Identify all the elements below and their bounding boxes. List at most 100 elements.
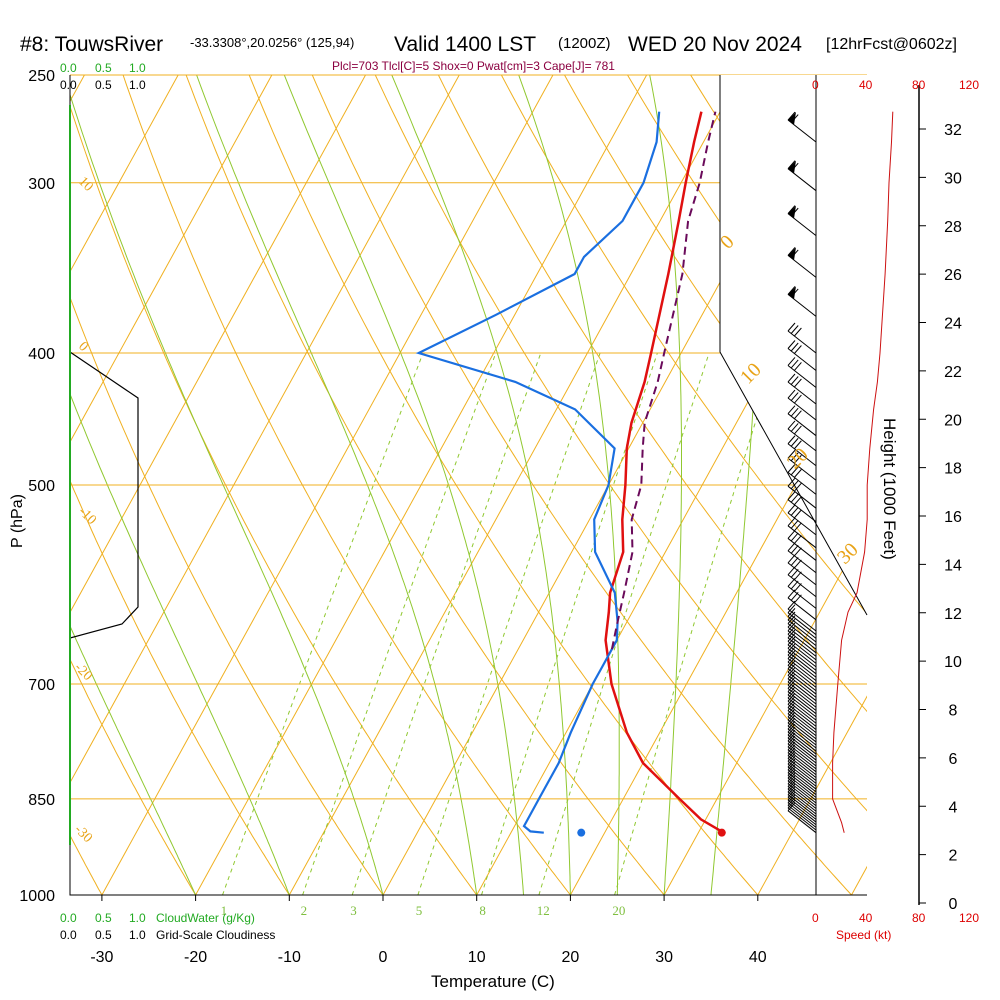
x-axis-title: Temperature (C) bbox=[431, 972, 555, 991]
wind-barb-staff bbox=[787, 671, 817, 695]
isotherm-line bbox=[101, 75, 554, 895]
mixing-ratio-label: 12 bbox=[537, 903, 550, 918]
wind-barb-feather bbox=[790, 466, 799, 476]
wind-barb-staff bbox=[787, 612, 817, 636]
wind-barb-staff bbox=[787, 640, 817, 664]
wind-barb-staff bbox=[787, 428, 817, 452]
wind-barb-staff bbox=[787, 485, 817, 509]
wind-barb-feather bbox=[787, 357, 796, 366]
wind-barb-feather bbox=[790, 544, 799, 554]
wind-barb-staff bbox=[787, 697, 817, 721]
wind-barb-feather bbox=[787, 477, 796, 487]
height-tick-label: 28 bbox=[944, 219, 962, 236]
pressure-tick-label: 1000 bbox=[19, 888, 55, 905]
wind-barb-staff bbox=[787, 626, 817, 650]
wind-barb-feather bbox=[787, 729, 796, 739]
wind-barb-feather bbox=[790, 359, 799, 369]
isotherm-line bbox=[663, 525, 867, 895]
cloud-scale-bottom-1: 0.5 bbox=[95, 911, 112, 925]
speed-tick-top: 40 bbox=[859, 78, 873, 92]
isotherm-line bbox=[476, 184, 867, 895]
wind-panel bbox=[815, 75, 920, 905]
wind-barb-staff bbox=[787, 763, 817, 787]
wind-barb-staff bbox=[787, 731, 817, 755]
height-tick-label: 0 bbox=[949, 896, 958, 913]
zulu-time: (1200Z) bbox=[558, 35, 611, 52]
wind-barb-feather bbox=[794, 362, 802, 371]
pressure-tick-label: 400 bbox=[28, 346, 55, 363]
wind-barb-feather bbox=[790, 480, 799, 490]
wind-barb-feather bbox=[794, 469, 802, 478]
height-axis-title: Height (1000 Feet) bbox=[880, 418, 899, 560]
wind-barb bbox=[787, 726, 817, 758]
isotherm-label: -10 bbox=[75, 504, 99, 528]
isotherm-line bbox=[70, 75, 367, 614]
valid-time: Valid 1400 LST bbox=[394, 33, 536, 56]
wind-barb-feather bbox=[794, 345, 802, 354]
wind-barb-feather bbox=[790, 342, 799, 352]
surface-dewpoint-dot bbox=[577, 828, 586, 837]
wind-barb-staff bbox=[787, 752, 817, 776]
station-coords: -33.3308°,20.0256° (125,94) bbox=[190, 35, 354, 50]
wind-barb bbox=[787, 405, 817, 437]
wind-barb-feather bbox=[794, 327, 802, 337]
dry-adiabat-line bbox=[70, 104, 478, 895]
stability-indices: Plcl=703 Tlcl[C]=5 Shox=0 Pwat[cm]=3 Cap… bbox=[332, 59, 615, 73]
wind-barb-staff bbox=[787, 799, 817, 823]
wind-barb-feather bbox=[794, 394, 802, 404]
wind-barb-feather bbox=[787, 717, 796, 727]
wind-barb-feather bbox=[794, 496, 802, 506]
wind-barb-feather bbox=[787, 720, 796, 730]
wind-barb-feather bbox=[787, 604, 796, 614]
height-tick-label: 30 bbox=[944, 170, 962, 187]
wind-barb-feather bbox=[790, 437, 799, 447]
wind-barb-staff bbox=[787, 722, 817, 746]
wind-barb-staff bbox=[787, 562, 817, 586]
wind-barb-feather bbox=[790, 452, 799, 462]
wind-barb-feather bbox=[787, 373, 796, 383]
dry-adiabat-line bbox=[564, 75, 867, 519]
cloudiness-scale-top-0: 0.0 bbox=[60, 78, 77, 92]
wind-barb-feather bbox=[790, 493, 799, 503]
wind-barb-staff bbox=[787, 772, 817, 796]
wind-barb bbox=[787, 111, 817, 143]
isotherm-line bbox=[288, 75, 741, 895]
height-tick-label: 12 bbox=[944, 606, 962, 623]
cloudwater-label: CloudWater (g/Kg) bbox=[156, 911, 255, 925]
wind-barb-pennant bbox=[788, 160, 796, 174]
moist-adiabat-line bbox=[70, 392, 290, 895]
wind-barb-staff bbox=[787, 794, 817, 818]
mixing-ratio-label: 20 bbox=[612, 903, 625, 918]
y-axis-title: P (hPa) bbox=[9, 494, 26, 548]
cloud-scale-top-1: 0.5 bbox=[95, 61, 112, 75]
wind-barb-feather bbox=[794, 440, 802, 450]
wind-barb bbox=[787, 729, 817, 761]
wind-barb bbox=[787, 530, 817, 561]
wind-barb-staff bbox=[787, 728, 817, 752]
wind-barb bbox=[787, 477, 817, 509]
wind-barb-pennant bbox=[788, 247, 796, 261]
cloudiness-scale-top-1: 0.5 bbox=[95, 78, 112, 92]
wind-barb-feather bbox=[794, 425, 802, 435]
dry-adiabat-line bbox=[437, 75, 867, 713]
wind-barb-staff bbox=[787, 807, 817, 831]
height-tick-label: 22 bbox=[944, 364, 962, 381]
cloudiness-label: Grid-Scale Cloudiness bbox=[156, 928, 275, 942]
wind-barb-staff bbox=[787, 499, 817, 523]
speed-tick-bottom: 80 bbox=[912, 911, 926, 925]
moist-adiabat-line bbox=[70, 624, 197, 895]
wind-barb bbox=[787, 449, 817, 481]
isotherm-line bbox=[70, 75, 273, 443]
cloud-scale-top-2: 1.0 bbox=[129, 61, 146, 75]
wind-barb-feather bbox=[787, 111, 796, 121]
moist-adiabat-line bbox=[196, 75, 478, 895]
wind-barb-feather bbox=[790, 325, 799, 334]
height-tick-label: 10 bbox=[944, 654, 962, 671]
wind-barb bbox=[787, 247, 817, 278]
dry-adiabat-line bbox=[248, 75, 759, 895]
wind-barb-staff bbox=[787, 737, 817, 761]
wind-barb-feather bbox=[787, 435, 796, 445]
height-tick-label: 26 bbox=[944, 267, 962, 284]
wind-barb-pennant bbox=[788, 205, 796, 219]
wind-barb-staff bbox=[787, 471, 817, 495]
